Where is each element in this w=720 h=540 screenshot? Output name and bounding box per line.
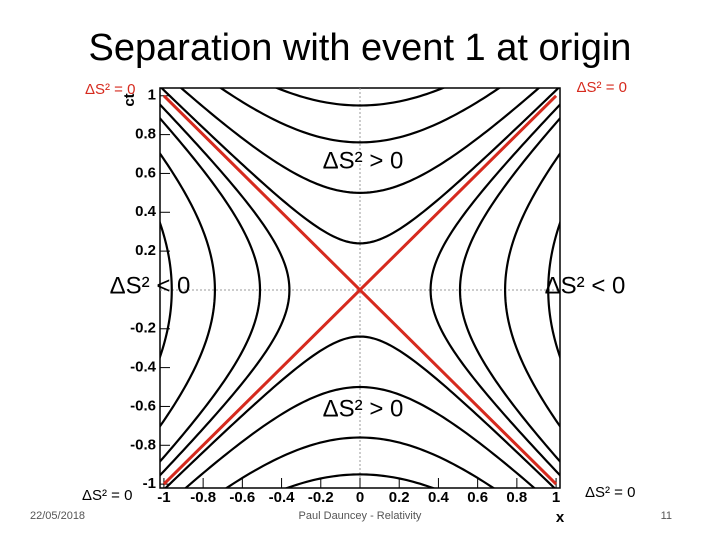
timelike-curve: [179, 88, 541, 194]
timelike-curve: [224, 436, 496, 488]
annotation: ΔS² < 0: [545, 272, 626, 299]
spacelike-curve: [458, 116, 560, 464]
y-tick-label: 1: [148, 87, 156, 104]
spacelike-curve: [160, 219, 173, 361]
spacelike-curve: [504, 151, 560, 429]
annotation: ΔS² = 0: [577, 79, 627, 96]
annotation: ΔS² > 0: [323, 147, 404, 174]
y-tick-label: 0.2: [135, 242, 156, 259]
x-tick-label: 0: [356, 489, 364, 506]
y-tick-label: -0.8: [130, 436, 156, 453]
x-tick-label: 1: [552, 489, 560, 506]
timelike-curve: [183, 385, 537, 488]
timelike-curve: [164, 335, 556, 488]
y-axis-label: ct: [121, 93, 138, 106]
x-tick-label: 0.6: [467, 489, 488, 506]
y-tick-label: -1: [143, 475, 156, 492]
annotation: ΔS² < 0: [110, 272, 191, 299]
spacelike-curve: [429, 103, 560, 477]
y-tick-label: 0.8: [135, 126, 156, 143]
x-tick-label: -1: [157, 489, 170, 506]
spacelike-curve: [160, 116, 262, 464]
x-tick-label: -0.2: [308, 489, 334, 506]
timelike-curve: [284, 473, 436, 488]
y-tick-label: -0.2: [130, 320, 156, 337]
spacelike-curve: [160, 103, 291, 477]
spacelike-curve: [547, 219, 560, 361]
light-cone: [162, 94, 558, 486]
annotation: ΔS² = 0: [585, 484, 635, 501]
annotation: ΔS² = 0: [82, 487, 132, 504]
timelike-curve: [160, 88, 560, 245]
spacelike-curve: [160, 151, 216, 429]
plot-area: [160, 88, 560, 488]
timelike-curve: [274, 88, 446, 107]
y-tick-label: 0.4: [135, 203, 157, 220]
x-tick-label: -0.4: [269, 489, 296, 506]
annotation: ΔS² = 0: [85, 81, 135, 98]
timelike-curve: [218, 88, 502, 144]
y-tick-label: -0.4: [130, 359, 157, 376]
x-axis-label: x: [556, 509, 565, 526]
x-tick-label: -0.6: [229, 489, 255, 506]
x-tick-label: 0.8: [506, 489, 527, 506]
x-tick-label: 0.2: [389, 489, 410, 506]
date: 22/05/2018: [30, 510, 85, 522]
annotation: ΔS² > 0: [323, 395, 404, 422]
footer: Paul Dauncey - Relativity: [299, 510, 422, 522]
x-tick-label: 0.4: [428, 489, 450, 506]
page-number: 11: [661, 510, 672, 522]
x-tick-label: -0.8: [190, 489, 216, 506]
slide-title: Separation with event 1 at origin: [89, 27, 632, 69]
y-tick-label: 0.6: [135, 164, 156, 181]
y-tick-label: -0.6: [130, 397, 156, 414]
